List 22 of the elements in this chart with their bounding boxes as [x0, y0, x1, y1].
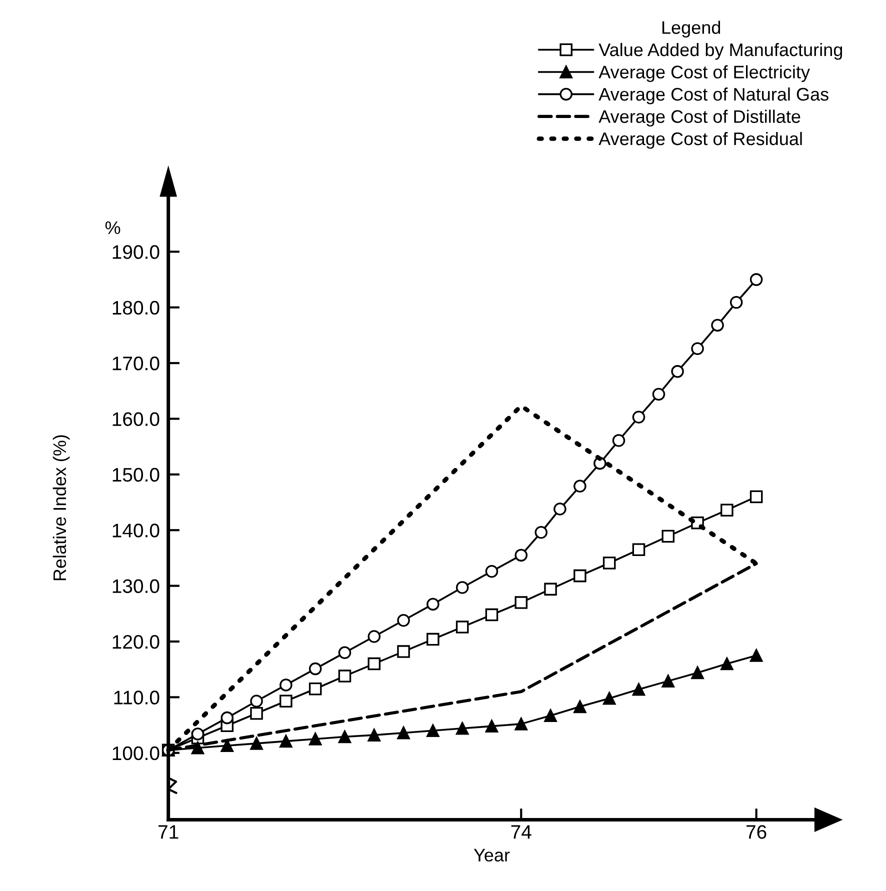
y-tick-label: 190.0: [112, 245, 160, 259]
x-tick-label: 71: [158, 825, 178, 839]
y-tick-label: 170.0: [112, 356, 160, 370]
legend-label: Average Cost of Electricity: [598, 65, 810, 82]
y-tick-label: 100.0: [112, 746, 160, 760]
x-axis-title: Year: [474, 848, 510, 862]
y-tick-label: 130.0: [112, 579, 160, 594]
y-tick-label: 110.0: [114, 690, 160, 704]
x-tick-label: 74: [511, 825, 532, 839]
y-tick-label: 150.0: [112, 468, 160, 482]
y-tick-label: 140.0: [112, 524, 160, 538]
legend-label: Value Added by Manufacturing: [598, 42, 842, 60]
y-axis-title: Relative Index (%): [52, 435, 70, 580]
legend-label: Average Cost of Distillate: [598, 110, 800, 127]
text: %: [105, 221, 120, 234]
legend-label: Average Cost of Residual: [598, 132, 802, 149]
y-tick-label: 120.0: [112, 634, 160, 649]
legend-title: Legend: [662, 20, 720, 38]
y-tick-label: 180.0: [112, 300, 160, 315]
x-tick-label: 76: [746, 825, 766, 839]
y-tick-label: 160.0: [112, 412, 160, 426]
legend-label: Average Cost of Natural Gas: [598, 87, 828, 104]
